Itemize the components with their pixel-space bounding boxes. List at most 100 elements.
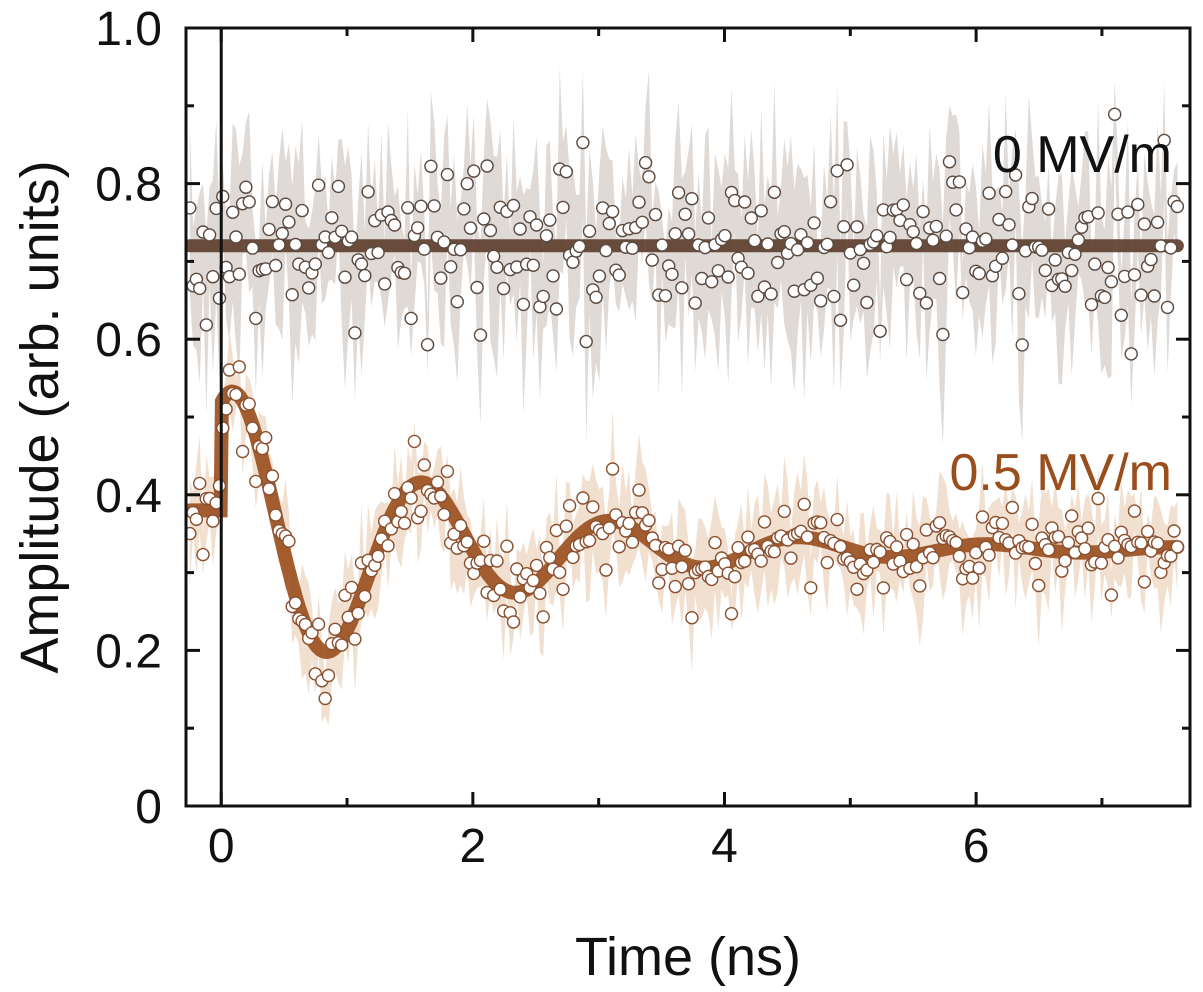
data-point	[424, 159, 438, 174]
data-point	[731, 541, 745, 555]
data-point	[932, 271, 947, 286]
data-point	[767, 185, 782, 200]
data-point	[1127, 504, 1142, 518]
data-point	[1012, 287, 1026, 301]
data-point	[344, 580, 359, 595]
data-point	[936, 327, 950, 342]
data-point	[605, 204, 620, 219]
data-point	[407, 434, 422, 449]
data-point	[632, 483, 646, 497]
data-point	[328, 622, 342, 636]
data-point	[529, 218, 544, 232]
x-tick-label: 2	[460, 820, 487, 873]
data-point	[189, 512, 204, 526]
data-point	[1088, 257, 1102, 271]
data-point	[576, 491, 590, 505]
data-point	[434, 489, 448, 503]
data-point	[1164, 549, 1178, 563]
data-point	[1107, 107, 1122, 122]
data-point	[420, 338, 435, 352]
data-point	[1064, 509, 1079, 523]
data-point	[932, 516, 947, 530]
data-point	[265, 194, 280, 209]
data-point	[1121, 205, 1135, 219]
data-point	[288, 237, 303, 252]
data-point	[602, 521, 616, 535]
data-point	[982, 186, 996, 200]
data-point	[1091, 491, 1105, 506]
data-point	[417, 242, 431, 256]
data-point	[1164, 241, 1178, 255]
data-point	[325, 211, 339, 225]
data-point	[1160, 300, 1175, 315]
data-point	[632, 195, 646, 209]
data-point	[245, 421, 260, 435]
data-point	[335, 638, 349, 652]
data-point	[718, 228, 732, 243]
data-point	[899, 527, 914, 542]
data-point	[870, 228, 884, 243]
data-point	[979, 232, 993, 246]
data-points	[186, 107, 1185, 706]
data-point	[566, 255, 580, 269]
data-point	[1041, 543, 1056, 557]
data-point	[427, 199, 441, 213]
data-point	[1064, 263, 1079, 278]
data-point	[483, 223, 498, 238]
data-point	[850, 582, 864, 596]
data-point	[397, 516, 412, 530]
data-point	[1025, 191, 1039, 206]
data-point	[916, 204, 930, 219]
data-point	[1035, 243, 1049, 257]
data-point	[751, 289, 765, 303]
data-point	[827, 289, 841, 304]
data-point	[450, 295, 464, 309]
data-point	[559, 519, 573, 533]
data-point	[1137, 217, 1152, 231]
data-point	[490, 260, 504, 274]
data-point	[738, 195, 752, 209]
x-tick-label: 0	[208, 820, 235, 873]
data-point	[444, 260, 458, 274]
data-point	[470, 280, 484, 295]
y-tick-label: 0.4	[95, 470, 162, 523]
data-point	[952, 549, 967, 563]
data-point	[685, 191, 699, 206]
data-point	[814, 516, 828, 530]
data-point	[262, 222, 276, 237]
data-point	[883, 230, 897, 245]
data-point	[212, 479, 227, 493]
data-point	[556, 582, 570, 596]
data-point	[635, 215, 649, 230]
data-point	[387, 487, 402, 501]
data-point	[255, 441, 270, 456]
data-point	[890, 540, 904, 554]
data-point	[487, 249, 501, 263]
data-point	[308, 257, 322, 271]
data-point	[242, 195, 256, 209]
data-point	[850, 220, 864, 234]
data-point	[404, 311, 418, 326]
data-point	[582, 533, 597, 548]
data-point	[622, 516, 636, 531]
data-point	[995, 251, 1010, 265]
data-point	[553, 565, 567, 580]
data-point	[582, 224, 597, 238]
y-tick-label: 0.8	[95, 159, 162, 212]
data-point	[589, 290, 603, 304]
data-point	[771, 255, 785, 270]
data-point	[202, 228, 217, 242]
data-point	[278, 197, 293, 211]
data-point	[929, 219, 943, 234]
data-point	[1104, 275, 1119, 289]
data-point	[513, 590, 527, 604]
data-point	[1091, 206, 1105, 220]
data-point	[810, 271, 825, 285]
data-point	[460, 535, 474, 549]
data-point	[576, 135, 590, 150]
data-point	[668, 579, 682, 594]
data-point	[192, 476, 207, 491]
data-point	[387, 218, 402, 232]
data-point	[506, 198, 521, 213]
data-point	[965, 571, 980, 585]
